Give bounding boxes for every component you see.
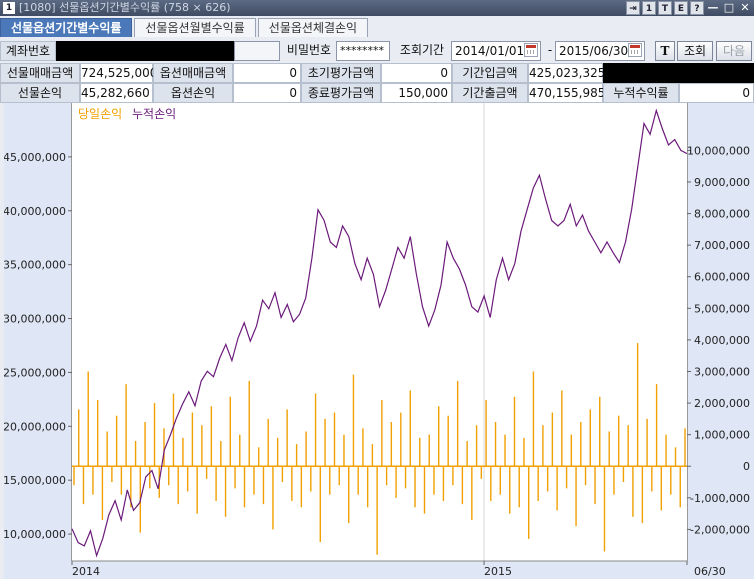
left-tick-label: 30,000,000 <box>4 313 66 326</box>
options-trade-amount-label: 옵션매매금액 <box>153 63 233 83</box>
x-tick-label: 2014 <box>72 565 100 578</box>
tab-period-returns[interactable]: 선물옵션기간별수익률 <box>0 18 133 37</box>
close-button[interactable]: ✕ <box>740 1 750 14</box>
left-tick-label: 25,000,000 <box>4 366 66 379</box>
right-tick-label: 4,000,000 <box>694 334 750 347</box>
options-pnl-value: 0 <box>233 83 301 103</box>
end-date-field[interactable]: 2015/06/30 <box>555 41 645 61</box>
cumulative-return-value: 0 <box>679 83 754 103</box>
link-icon[interactable]: ⇥ <box>626 1 640 15</box>
period-deposit-label: 기간입금액 <box>452 63 528 83</box>
calendar-icon[interactable] <box>628 43 642 57</box>
final-valuation-label: 종료평가금액 <box>301 83 381 103</box>
legend-daily-pnl: 당일손익 <box>78 107 123 121</box>
right-tick-label: 2,000,000 <box>694 397 750 410</box>
account-number-field[interactable] <box>56 41 234 61</box>
right-tick-label: -1,000,000 <box>690 492 750 505</box>
initial-valuation-label: 초기평가금액 <box>301 63 381 83</box>
futures-pnl-value: 45,282,660 <box>80 83 153 103</box>
x-tick-label: 2015 <box>484 565 512 578</box>
period-withdrawal-value: 470,155,985 <box>528 83 605 103</box>
right-tick-label: -2,000,000 <box>690 523 750 536</box>
chart-svg: 10,000,000 15,000,000 20,000,000 25,000,000… <box>4 103 750 578</box>
calendar-icon[interactable] <box>524 43 538 57</box>
left-tick-label: 35,000,000 <box>4 259 66 272</box>
account-label: 계좌번호 <box>0 41 56 61</box>
right-tick-label: 9,000,000 <box>694 176 750 189</box>
summary-row-2: 선물손익 45,282,660 옵션손익 0 종료평가금액 150,000 기간… <box>0 83 754 103</box>
screen-number-button[interactable]: 1 <box>642 1 656 15</box>
legend-cumulative-pnl: 누적손익 <box>132 107 177 121</box>
final-valuation-value: 150,000 <box>381 83 452 103</box>
app-icon: 1 <box>3 2 15 14</box>
right-tick-label: 7,000,000 <box>694 239 750 252</box>
options-trade-amount-value: 0 <box>233 63 301 83</box>
left-tick-label: 20,000,000 <box>4 420 66 433</box>
date-separator: - <box>547 43 553 57</box>
redacted-field <box>603 63 754 83</box>
right-tick-label: 3,000,000 <box>694 365 750 378</box>
pnl-chart[interactable]: 10,000,000 15,000,000 20,000,000 25,000,000… <box>4 103 754 579</box>
cumulative-pnl-line <box>71 108 688 558</box>
summary-row-1: 선물매매금액 724,525,000 옵션매매금액 0 초기평가금액 0 기간입… <box>0 63 754 83</box>
query-row: 계좌번호 비밀번호 ******** 조회기간 2014/01/01 - 201… <box>0 41 754 61</box>
period-deposit-value: 425,023,325 <box>528 63 605 83</box>
futures-trade-amount-value: 724,525,000 <box>80 63 157 83</box>
futures-pnl-label: 선물손익 <box>0 83 80 103</box>
left-tick-label: 15,000,000 <box>4 474 66 487</box>
chart-legend: 당일손익 누적손익 <box>78 105 176 122</box>
period-withdrawal-label: 기간출금액 <box>452 83 528 103</box>
account-name-field[interactable] <box>234 41 280 61</box>
left-tick-label: 45,000,000 <box>4 151 66 164</box>
right-tick-label: 1,000,000 <box>694 429 750 442</box>
excel-button[interactable]: E <box>674 1 688 15</box>
left-tick-label: 10,000,000 <box>4 528 66 541</box>
next-button[interactable]: 다음 <box>716 41 752 61</box>
left-tick-label: 40,000,000 <box>4 205 66 218</box>
help-button[interactable]: ? <box>690 1 704 15</box>
maximize-button[interactable]: □ <box>723 1 735 14</box>
options-pnl-label: 옵션손익 <box>153 83 233 103</box>
password-field[interactable]: ******** <box>336 41 390 61</box>
text-button[interactable]: T <box>658 1 672 15</box>
window-controls: ⇥ 1 T E ? — □ ✕ <box>626 1 752 15</box>
minimize-button[interactable]: — <box>707 1 719 14</box>
right-tick-label: 5,000,000 <box>694 302 750 315</box>
right-tick-label: 8,000,000 <box>694 208 750 221</box>
window-title-bar: 1 [1080] 선물옵션기간별수익률 (758 × 626) ⇥ 1 T E … <box>0 0 754 16</box>
initial-valuation-value: 0 <box>381 63 452 83</box>
tab-bar: 선물옵션기간별수익률 선물옵션월별수익률 선물옵션체결손익 <box>0 18 370 38</box>
futures-trade-amount-label: 선물매매금액 <box>0 63 80 83</box>
tab-monthly-returns[interactable]: 선물옵션월별수익률 <box>134 18 256 37</box>
tab-execution-pnl[interactable]: 선물옵션체결손익 <box>257 18 369 37</box>
right-tick-label: 10,000,000 <box>687 144 750 157</box>
text-mode-button[interactable]: T <box>655 41 675 61</box>
right-tick-label: 6,000,000 <box>694 271 750 284</box>
cumulative-return-label: 누적수익률 <box>603 83 679 103</box>
window-title: [1080] 선물옵션기간별수익률 (758 × 626) <box>19 1 231 14</box>
password-label: 비밀번호 <box>286 43 332 57</box>
right-tick-label: 0 <box>743 460 750 473</box>
x-tick-label: 06/30 <box>694 565 726 578</box>
start-date-field[interactable]: 2014/01/01 <box>451 41 541 61</box>
search-button[interactable]: 조회 <box>677 41 713 61</box>
period-label: 조회기간 <box>399 43 445 57</box>
